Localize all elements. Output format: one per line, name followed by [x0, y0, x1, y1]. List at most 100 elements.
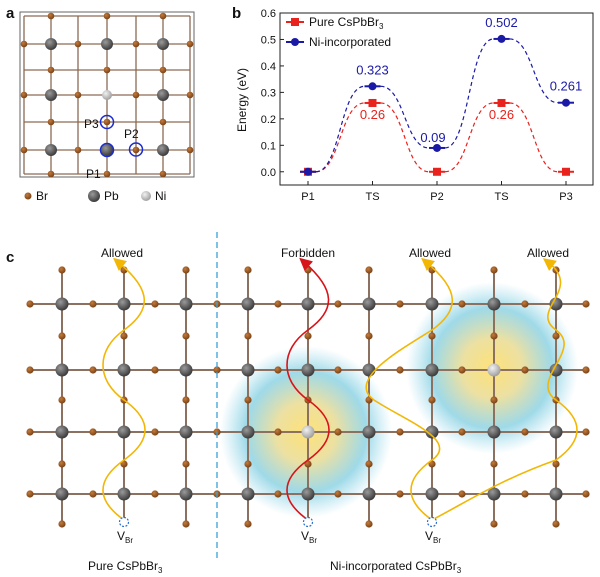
- pb-atom: [301, 297, 315, 311]
- pb-atom: [549, 297, 563, 311]
- pb-atom: [425, 487, 439, 501]
- legend-ni-chart-marker: [291, 38, 299, 46]
- position-label-1: P1: [86, 167, 101, 181]
- y-tick-label: 0.0: [261, 167, 276, 179]
- br-atom: [89, 366, 97, 374]
- series-point-square: [368, 98, 377, 107]
- br-atom: [89, 300, 97, 308]
- br-atom: [58, 460, 66, 468]
- br-atom: [26, 428, 34, 436]
- x-tick-label: P1: [301, 191, 314, 203]
- br-atom: [182, 266, 190, 274]
- y-ticks: 0.0 0.1 0.2 0.3 0.4 0.5 0.6: [261, 8, 284, 179]
- br-atom: [244, 520, 252, 528]
- chart-series: 0.26 0.26 0.323 0.09 0.502 0.261: [300, 15, 582, 176]
- br-atom: [58, 520, 66, 528]
- br-atom: [396, 366, 404, 374]
- pb-atom: [425, 363, 439, 377]
- vacancy-3: [426, 516, 438, 528]
- panel-a-legend: Br Pb Ni: [24, 189, 166, 203]
- series-point-circle: [433, 143, 441, 152]
- br-atom: [396, 428, 404, 436]
- br-atom: [20, 91, 28, 99]
- pb-atom: [45, 144, 57, 156]
- br-atom: [74, 146, 82, 154]
- position-ring-3: [99, 114, 115, 130]
- panel-c-lattice: Allowed Forbidden Allowed Allowed VBr VB…: [26, 232, 590, 575]
- migration-paths: [102, 257, 578, 521]
- br-atom: [521, 300, 529, 308]
- vacancy-label-3: VBr: [425, 529, 441, 545]
- ni-atom: [102, 90, 112, 100]
- forbidden-path: [286, 257, 330, 521]
- br-atom: [151, 490, 159, 498]
- br-atom: [458, 300, 466, 308]
- br-atom: [26, 300, 34, 308]
- pathway-label-4: Allowed: [527, 246, 569, 260]
- lattice-c: [26, 266, 590, 528]
- br-atom: [490, 520, 498, 528]
- pb-atom: [179, 363, 193, 377]
- pb-atom: [241, 363, 255, 377]
- vacancy-label-2: VBr: [301, 529, 317, 545]
- x-tick-label: TS: [365, 191, 379, 203]
- pb-atom: [362, 487, 376, 501]
- pb-atom: [157, 144, 169, 156]
- br-atom: [132, 146, 140, 154]
- pb-atom: [45, 38, 57, 50]
- series-point-square: [497, 98, 506, 107]
- series-point-square: [562, 167, 570, 176]
- series-point-circle: [304, 167, 312, 176]
- pb-atom: [425, 297, 439, 311]
- pb-atom: [241, 425, 255, 439]
- legend-pure-label: Pure CsPbBr3: [309, 15, 384, 31]
- pb-atom: [117, 425, 131, 439]
- allowed-path-2: [365, 257, 454, 521]
- ni-atom: [301, 425, 315, 439]
- br-atom: [182, 332, 190, 340]
- pathway-label-2: Forbidden: [281, 246, 335, 260]
- br-atom: [490, 396, 498, 404]
- data-label: 0.09: [420, 130, 445, 145]
- legend-pure-marker: [291, 18, 299, 26]
- pathway-label-1: Allowed: [101, 246, 143, 260]
- br-atom: [552, 520, 560, 528]
- vacancy-2: [302, 516, 314, 528]
- br-atom: [274, 490, 282, 498]
- allowed-path-1: [102, 257, 146, 521]
- br-atom: [334, 300, 342, 308]
- panel-label-b: b: [232, 5, 241, 22]
- br-atom: [334, 428, 342, 436]
- vacancy-label-1: VBr: [117, 529, 133, 545]
- pb-atom: [549, 425, 563, 439]
- y-tick-label: 0.5: [261, 34, 276, 46]
- panel-a-lattice: P1 P2 P3: [19, 11, 195, 181]
- br-atom: [428, 396, 436, 404]
- data-label: 0.26: [489, 107, 514, 122]
- br-atom: [582, 300, 590, 308]
- br-atom: [365, 266, 373, 274]
- br-atom: [151, 428, 159, 436]
- br-atom: [365, 520, 373, 528]
- br-atom: [151, 366, 159, 374]
- br-atom: [186, 91, 194, 99]
- br-atom: [132, 91, 140, 99]
- position-label-3: P3: [84, 117, 99, 131]
- x-tick-label: TS: [494, 191, 508, 203]
- br-atom: [244, 396, 252, 404]
- br-atom: [396, 300, 404, 308]
- y-tick-label: 0.2: [261, 114, 276, 126]
- br-atom: [47, 12, 55, 20]
- br-atom: [521, 366, 529, 374]
- pb-atom: [487, 297, 501, 311]
- panel-label-c: c: [6, 249, 14, 266]
- vacancy-1: [118, 516, 130, 528]
- pathway-label-3: Allowed: [409, 246, 451, 260]
- pb-atom: [179, 487, 193, 501]
- br-atom: [159, 66, 167, 74]
- pb-atom: [45, 89, 57, 101]
- br-atom: [334, 366, 342, 374]
- br-atom: [186, 40, 194, 48]
- br-atom: [304, 332, 312, 340]
- legend-ni-chart-label: Ni-incorporated: [309, 35, 391, 49]
